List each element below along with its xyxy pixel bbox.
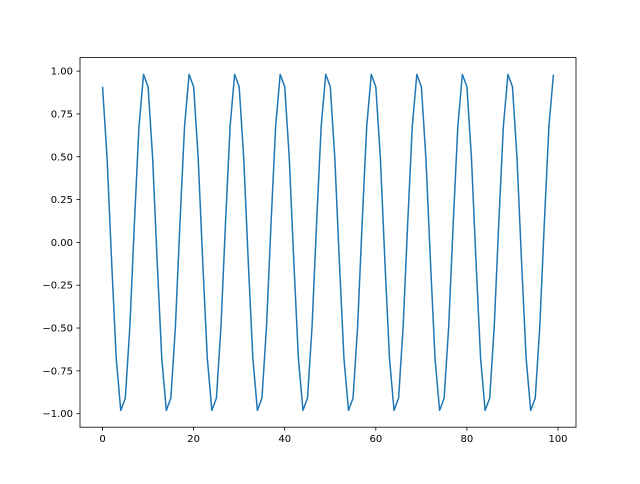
x-tick-label: 0 (99, 434, 105, 445)
axis-ticks: 0 20 40 60 80 100 −1.00 −0.75 −0.50 −0.25 0.00 0.25… (42, 67, 567, 446)
y-tick-label: −1.00 (42, 409, 73, 420)
y-tick-label: 0.50 (51, 152, 73, 163)
series-lines (101, 73, 555, 412)
x-tick-label: 60 (369, 434, 382, 445)
x-tick-label: 100 (548, 434, 567, 445)
y-tick-label: 0.25 (51, 195, 73, 206)
x-tick-label: 80 (461, 434, 474, 445)
y-tick-label: 0.75 (51, 109, 73, 120)
y-tick-label: 1.00 (51, 67, 73, 78)
x-tick-label: 40 (278, 434, 291, 445)
series-line-0 (101, 73, 555, 412)
y-tick-label: 0.00 (51, 238, 73, 249)
y-tick-label: −0.25 (42, 281, 73, 292)
y-tick-label: −0.50 (42, 324, 73, 335)
axes-frame (79, 57, 577, 428)
y-tick-label: −0.75 (42, 366, 73, 377)
x-tick-label: 20 (187, 434, 200, 445)
